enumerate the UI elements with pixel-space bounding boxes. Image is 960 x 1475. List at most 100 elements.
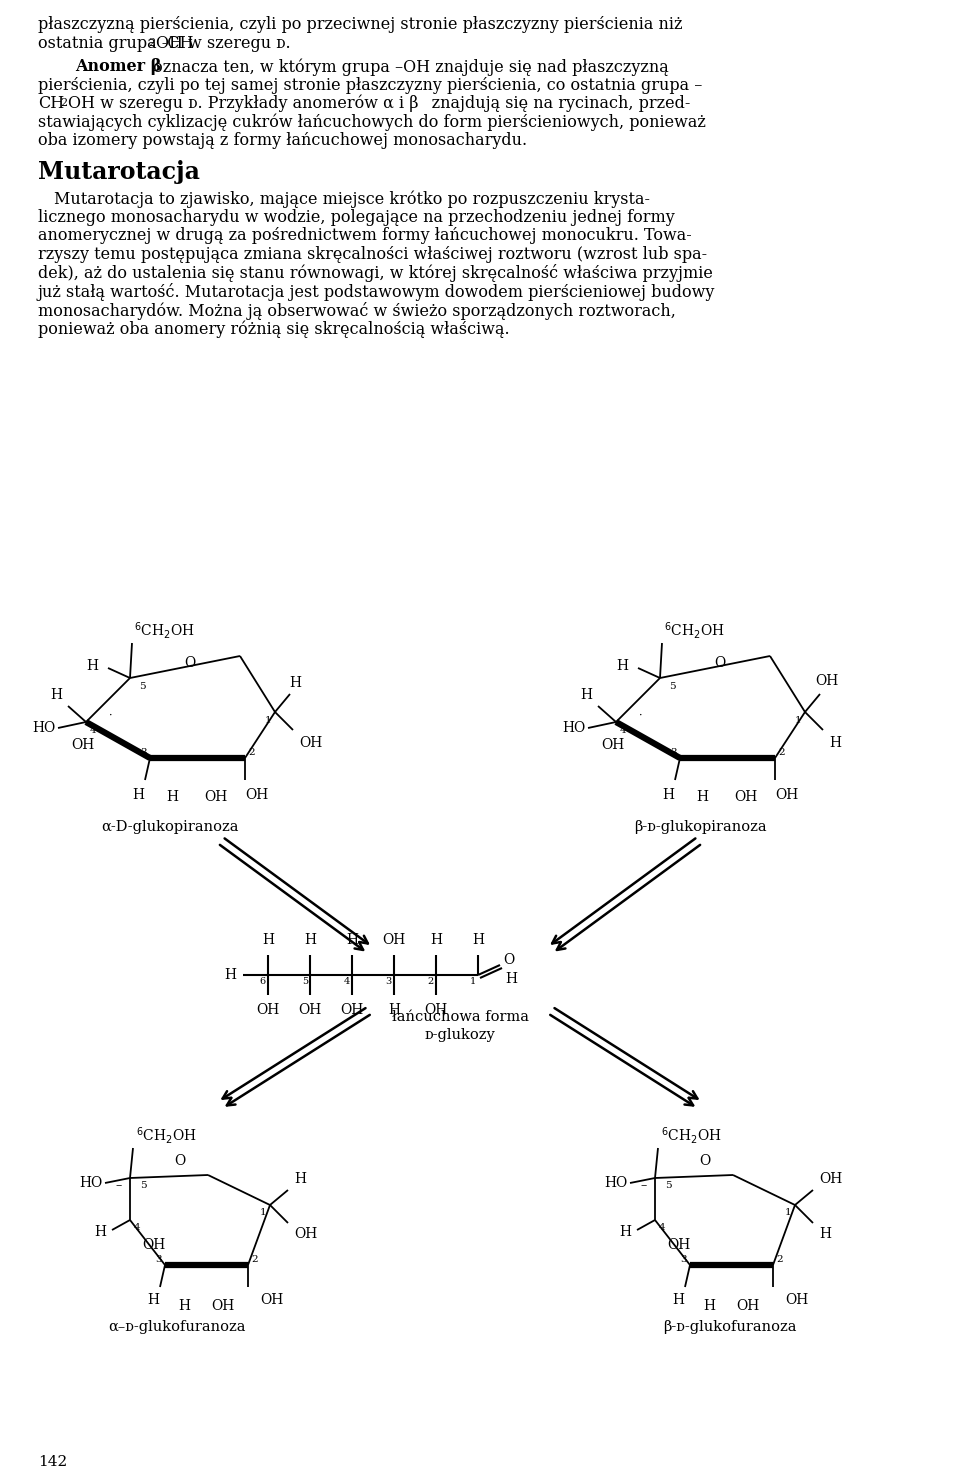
Text: Anomer β: Anomer β xyxy=(75,58,161,75)
Text: 2: 2 xyxy=(428,978,434,987)
Text: 4: 4 xyxy=(134,1223,140,1232)
Text: OH: OH xyxy=(819,1173,842,1186)
Text: OH: OH xyxy=(71,738,95,752)
Text: H: H xyxy=(697,791,708,804)
Text: O: O xyxy=(503,953,515,968)
Text: rzyszy temu postępująca zmiana skręcalności właściwej roztworu (wzrost lub spa-: rzyszy temu postępująca zmiana skręcalno… xyxy=(38,246,708,263)
Text: H: H xyxy=(224,968,236,982)
Text: α-D-glukopiranoza: α-D-glukopiranoza xyxy=(101,820,239,833)
Text: OH: OH xyxy=(299,1003,322,1016)
Text: 2: 2 xyxy=(60,99,67,109)
Text: ponieważ oba anomery różnią się skręcalnością właściwą.: ponieważ oba anomery różnią się skręcaln… xyxy=(38,320,510,338)
Text: H: H xyxy=(289,676,301,690)
Text: O: O xyxy=(699,1153,710,1168)
Text: –: – xyxy=(640,1180,647,1192)
Text: H: H xyxy=(430,934,442,947)
Text: OH: OH xyxy=(341,1003,364,1016)
Text: pierścienia, czyli po tej samej stronie płaszczyzny pierścienia, co ostatnia gru: pierścienia, czyli po tej samej stronie … xyxy=(38,77,703,93)
Text: 5: 5 xyxy=(301,978,308,987)
Text: β-ᴅ-glukofuranoza: β-ᴅ-glukofuranoza xyxy=(663,1320,797,1333)
Text: 2: 2 xyxy=(148,38,156,49)
Text: OH: OH xyxy=(776,788,799,802)
Text: 3: 3 xyxy=(681,1255,687,1264)
Text: H: H xyxy=(262,934,274,947)
Text: ·: · xyxy=(109,711,112,721)
Text: OH: OH xyxy=(815,674,839,687)
Text: oznacza ten, w którym grupa –OH znajduje się nad płaszczyzną: oznacza ten, w którym grupa –OH znajduje… xyxy=(148,58,669,75)
Text: HO: HO xyxy=(33,721,56,735)
Text: O: O xyxy=(184,656,196,670)
Text: H: H xyxy=(829,736,841,749)
Text: 3: 3 xyxy=(140,748,147,757)
Text: HO: HO xyxy=(80,1176,103,1190)
Text: OH: OH xyxy=(667,1238,690,1252)
Text: $^6$CH$_2$OH: $^6$CH$_2$OH xyxy=(661,1125,722,1146)
Text: 142: 142 xyxy=(38,1454,67,1469)
Text: oba izomery powstają z formy łańcuchowej monosacharydu.: oba izomery powstają z formy łańcuchowej… xyxy=(38,131,527,149)
Text: stawiających cyklizację cukrów łańcuchowych do form pierścieniowych, ponieważ: stawiających cyklizację cukrów łańcuchow… xyxy=(38,114,706,131)
Text: OH: OH xyxy=(736,1299,759,1313)
Text: 4: 4 xyxy=(620,726,627,735)
Text: 4: 4 xyxy=(659,1223,665,1232)
Text: H: H xyxy=(616,659,628,673)
Text: H: H xyxy=(50,687,62,702)
Text: β-ᴅ-glukopiranoza: β-ᴅ-glukopiranoza xyxy=(634,820,766,833)
Text: już stałą wartość. Mutarotacja jest podstawowym dowodem pierścieniowej budowy: już stałą wartość. Mutarotacja jest pods… xyxy=(38,283,715,301)
Text: dek), aż do ustalenia się stanu równowagi, w której skręcalność właściwa przyjmi: dek), aż do ustalenia się stanu równowag… xyxy=(38,264,713,283)
Text: HO: HO xyxy=(563,721,586,735)
Text: $^6$CH$_2$OH: $^6$CH$_2$OH xyxy=(136,1125,197,1146)
Text: H: H xyxy=(472,934,484,947)
Text: 4: 4 xyxy=(344,978,350,987)
Text: H: H xyxy=(388,1003,400,1016)
Text: łańcuchowa forma: łańcuchowa forma xyxy=(392,1010,529,1024)
Text: licznego monosacharydu w wodzie, polegające na przechodzeniu jednej formy: licznego monosacharydu w wodzie, polegaj… xyxy=(38,209,675,226)
Text: 4: 4 xyxy=(90,726,97,735)
Text: H: H xyxy=(704,1299,715,1313)
Text: 3: 3 xyxy=(670,748,677,757)
Text: H: H xyxy=(147,1294,159,1307)
Text: OH: OH xyxy=(299,736,323,749)
Text: 1: 1 xyxy=(784,1208,791,1217)
Text: H: H xyxy=(304,934,316,947)
Text: płaszczyzną pierścienia, czyli po przeciwnej stronie płaszczyzny pierścienia niż: płaszczyzną pierścienia, czyli po przeci… xyxy=(38,16,683,32)
Text: H: H xyxy=(819,1227,831,1240)
Text: OH: OH xyxy=(204,791,228,804)
Text: 2: 2 xyxy=(251,1255,257,1264)
Text: OH: OH xyxy=(294,1227,317,1240)
Text: H: H xyxy=(672,1294,684,1307)
Text: ostatnia grupa -CH: ostatnia grupa -CH xyxy=(38,34,194,52)
Text: OH: OH xyxy=(211,1299,234,1313)
Text: 2: 2 xyxy=(248,748,254,757)
Text: H: H xyxy=(619,1226,631,1239)
Text: anomerycznej w drugą za pośrednictwem formy łańcuchowej monocukru. Towa-: anomerycznej w drugą za pośrednictwem fo… xyxy=(38,227,692,245)
Text: O: O xyxy=(714,656,726,670)
Text: CH: CH xyxy=(38,94,64,112)
Text: H: H xyxy=(86,659,98,673)
Text: Mutarotacja to zjawisko, mające miejsce krótko po rozpuszczeniu krysta-: Mutarotacja to zjawisko, mające miejsce … xyxy=(38,190,650,208)
Text: 5: 5 xyxy=(665,1181,672,1190)
Text: OH: OH xyxy=(256,1003,279,1016)
Text: 5: 5 xyxy=(139,681,146,690)
Text: α–ᴅ-glukofuranoza: α–ᴅ-glukofuranoza xyxy=(108,1320,246,1333)
Text: OH: OH xyxy=(260,1294,283,1307)
Text: OH: OH xyxy=(733,791,757,804)
Text: OH: OH xyxy=(601,738,625,752)
Text: H: H xyxy=(505,972,517,985)
Text: OH w szeregu ᴅ.: OH w szeregu ᴅ. xyxy=(156,34,291,52)
Text: 3: 3 xyxy=(156,1255,162,1264)
Text: OH: OH xyxy=(424,1003,447,1016)
Text: 1: 1 xyxy=(794,715,801,726)
Text: OH w szeregu ᴅ. Przykłady anomerów α i β  znajdują się na rycinach, przed-: OH w szeregu ᴅ. Przykłady anomerów α i β… xyxy=(68,94,690,112)
Text: H: H xyxy=(294,1173,306,1186)
Text: H: H xyxy=(94,1226,106,1239)
Text: OH: OH xyxy=(382,934,406,947)
Text: 2: 2 xyxy=(778,748,784,757)
Text: $^6$CH$_2$OH: $^6$CH$_2$OH xyxy=(134,620,195,642)
Text: ·: · xyxy=(639,711,643,721)
Text: ᴅ-glukozy: ᴅ-glukozy xyxy=(424,1028,495,1041)
Text: 5: 5 xyxy=(669,681,676,690)
Text: monosacharydów. Można ją obserwować w świeżo sporządzonych roztworach,: monosacharydów. Można ją obserwować w św… xyxy=(38,301,676,320)
Text: Mutarotacja: Mutarotacja xyxy=(38,161,200,184)
Text: H: H xyxy=(132,788,144,802)
Text: 1: 1 xyxy=(264,715,271,726)
